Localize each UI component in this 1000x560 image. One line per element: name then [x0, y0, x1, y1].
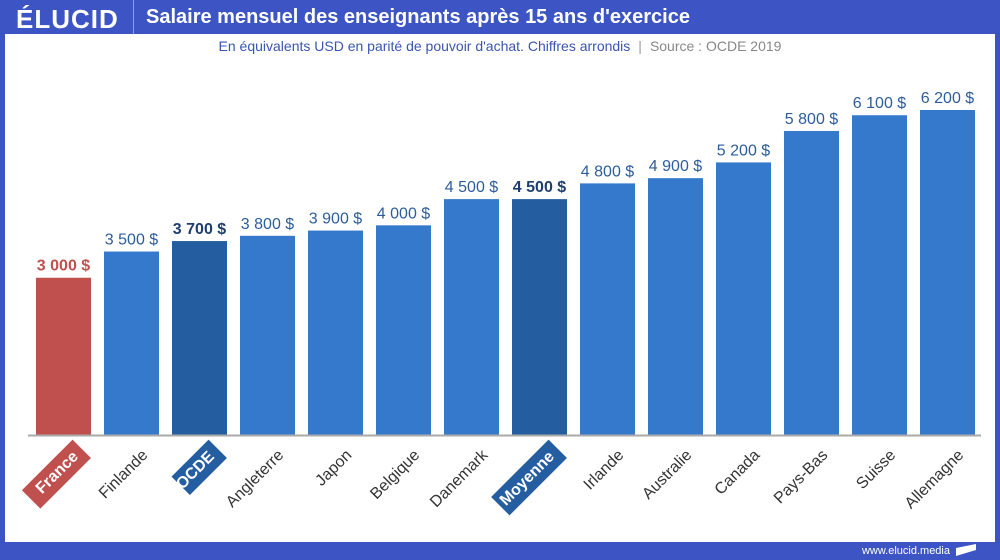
chart-panel: En équivalents USD en parité de pouvoir … [5, 34, 995, 542]
bar-angleterre [240, 235, 295, 435]
category-label-allemagne: Allemagne [902, 447, 968, 513]
svg-text:Australie: Australie [639, 447, 695, 503]
bar-danemark [444, 199, 499, 435]
source-text: Source : OCDE 2019 [649, 38, 782, 54]
value-label-japon: 3 900 $ [309, 211, 362, 228]
chart-subtitle: En équivalents USD en parité de pouvoir … [5, 38, 995, 54]
value-label-moyenne: 4 500 $ [513, 179, 566, 196]
category-badge [21, 439, 91, 509]
svg-text:Finlande: Finlande [96, 447, 152, 503]
chart-title: Salaire mensuel des enseignants après 15… [146, 6, 690, 28]
bar-pays-bas [784, 130, 839, 435]
header-divider [133, 0, 134, 34]
value-label-irlande: 4 800 $ [581, 163, 634, 180]
value-label-danemark: 4 500 $ [445, 179, 498, 196]
value-label-allemagne: 6 200 $ [921, 90, 974, 107]
header: ÉLUCID Salaire mensuel des enseignants a… [0, 0, 1000, 34]
elucid-flag-icon [956, 544, 976, 556]
category-label-ocde: OCDE [171, 439, 227, 496]
svg-text:Pays-Bas: Pays-Bas [771, 447, 831, 507]
bar-moyenne [512, 199, 567, 435]
category-label-japon: Japon [312, 447, 355, 490]
bar-france [36, 277, 91, 435]
bar-finlande [104, 251, 159, 435]
value-label-suisse: 6 100 $ [853, 95, 906, 112]
svg-text:Moyenne: Moyenne [497, 448, 558, 509]
bar-australie [648, 178, 703, 436]
category-label-moyenne: Moyenne [491, 439, 567, 516]
category-label-danemark: Danemark [427, 446, 492, 511]
svg-text:Angleterre: Angleterre [223, 447, 287, 511]
category-badge [491, 439, 567, 516]
category-label-finlande: Finlande [96, 447, 152, 503]
bar-chart: 3 000 $ France 3 500 $ Finlande 3 700 $ OCDE 3… [21, 90, 981, 516]
value-label-australie: 4 900 $ [649, 158, 702, 175]
value-label-ocde: 3 700 $ [173, 221, 226, 238]
category-label-australie: Australie [639, 447, 695, 503]
bar-belgique [376, 225, 431, 435]
category-label-angleterre: Angleterre [223, 447, 287, 511]
bar-irlande [580, 183, 635, 435]
elucid-logo: ÉLUCID [16, 4, 119, 34]
category-label-france: France [21, 439, 91, 509]
svg-text:Canada: Canada [712, 447, 764, 499]
value-label-belgique: 4 000 $ [377, 205, 430, 222]
svg-text:Japon: Japon [312, 447, 355, 490]
bar-ocde [172, 241, 227, 435]
category-label-pays-bas: Pays-Bas [771, 447, 831, 507]
bar-japon [308, 230, 363, 435]
value-label-france: 3 000 $ [37, 258, 90, 275]
footer-url[interactable]: www.elucid.media [861, 545, 950, 557]
bar-allemagne [920, 110, 975, 435]
svg-text:Danemark: Danemark [427, 446, 492, 511]
value-label-finlande: 3 500 $ [105, 232, 158, 249]
category-label-suisse: Suisse [853, 447, 899, 493]
bar-suisse [852, 115, 907, 435]
category-label-canada: Canada [712, 447, 764, 499]
subtitle-separator: | [638, 38, 642, 54]
svg-text:Allemagne: Allemagne [902, 447, 968, 513]
svg-text:Suisse: Suisse [853, 447, 899, 493]
category-label-belgique: Belgique [367, 447, 423, 503]
category-badge [171, 439, 227, 496]
svg-text:Belgique: Belgique [367, 447, 423, 503]
value-label-pays-bas: 5 800 $ [785, 111, 838, 128]
value-label-canada: 5 200 $ [717, 142, 770, 159]
bar-canada [716, 162, 771, 435]
subtitle-text: En équivalents USD en parité de pouvoir … [218, 38, 631, 54]
value-label-angleterre: 3 800 $ [241, 216, 294, 233]
svg-text:Irlande: Irlande [581, 447, 628, 494]
category-label-irlande: Irlande [581, 447, 628, 494]
